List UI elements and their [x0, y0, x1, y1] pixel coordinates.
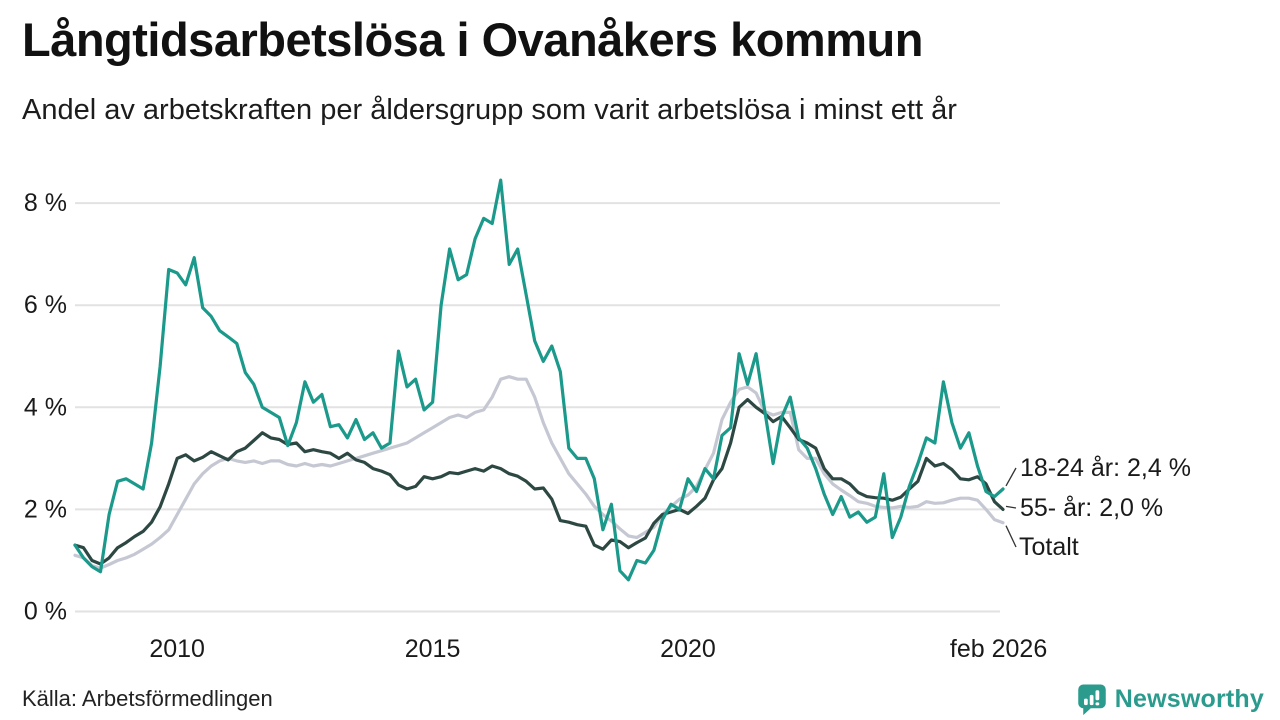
- series-end-label-18-24: 18-24 år: 2,4 %: [1020, 454, 1191, 482]
- y-tick-label: 0 %: [24, 598, 67, 626]
- series-line-totalt: [73, 375, 1005, 570]
- series-end-label-totalt: Totalt: [1019, 533, 1079, 561]
- newsworthy-bubble-chart-icon: [1077, 684, 1106, 716]
- chart-subtitle: Andel av arbetskraften per åldersgrupp s…: [22, 94, 957, 126]
- x-tick-label: 2020: [660, 635, 716, 663]
- series-line-55-r: [73, 398, 1005, 566]
- y-tick-label: 4 %: [24, 393, 67, 421]
- leader-line: [1005, 525, 1017, 548]
- newsworthy-logo: Newsworthy: [1077, 683, 1264, 716]
- x-tick-label: feb 2026: [950, 635, 1047, 663]
- page-title: Långtidsarbetslösa i Ovanåkers kommun: [22, 13, 923, 66]
- x-tick-label: 2010: [149, 635, 205, 663]
- y-tick-label: 6 %: [24, 291, 67, 319]
- y-tick-label: 2 %: [24, 495, 67, 523]
- x-tick-label: 2015: [405, 635, 461, 663]
- leader-line: [1005, 467, 1017, 487]
- series-end-label-55plus: 55- år: 2,0 %: [1020, 494, 1164, 522]
- series-line-18-24-r: [73, 178, 1005, 582]
- source-note: Källa: Arbetsförmedlingen: [22, 686, 273, 711]
- leader-line: [1005, 505, 1017, 509]
- y-tick-label: 8 %: [24, 189, 67, 217]
- newsworthy-logo-text: Newsworthy: [1114, 685, 1264, 713]
